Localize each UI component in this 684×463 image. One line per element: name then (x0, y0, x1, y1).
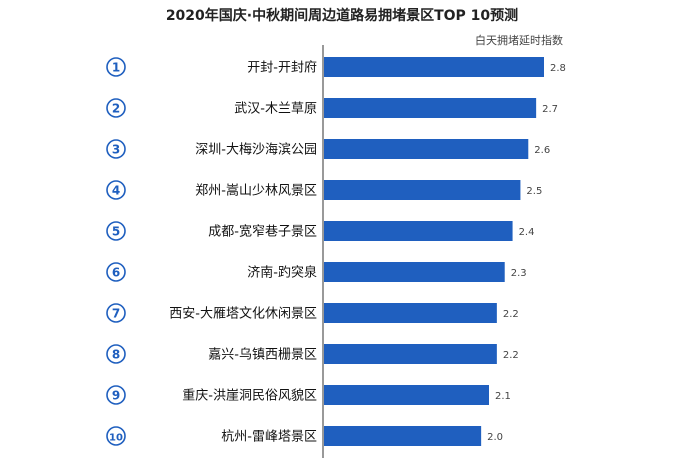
value-label: 2.0 (487, 432, 503, 443)
rank-badge-circle (106, 221, 126, 241)
rank-number: 10 (109, 433, 123, 444)
rank-badge-circle (106, 426, 126, 446)
chart-subtitle: 白天拥堵延时指数 (475, 33, 563, 47)
bar (324, 262, 505, 282)
bar (324, 303, 497, 323)
rank-number: 5 (112, 225, 120, 239)
value-label: 2.7 (542, 104, 558, 115)
value-label: 2.2 (503, 309, 519, 320)
category-label: 杭州-雷峰塔景区 (221, 430, 317, 445)
rank-badge-circle (106, 344, 126, 364)
bar (324, 180, 521, 200)
chart-title: 2020年国庆·中秋期间周边道路易拥堵景区TOP 10预测 (166, 7, 518, 24)
value-label: 2.3 (511, 268, 527, 279)
rank-number: 9 (112, 389, 120, 403)
bar (324, 221, 513, 241)
bar (324, 385, 489, 405)
rank-badge-circle (106, 180, 126, 200)
rank-badge-circle (106, 262, 126, 282)
rank-badge-circle (106, 139, 126, 159)
rank-number: 2 (112, 102, 120, 116)
value-label: 2.1 (495, 391, 511, 402)
rank-number: 1 (112, 61, 120, 75)
rank-number: 3 (112, 143, 120, 157)
bar (324, 98, 537, 118)
rank-badge-circle (106, 303, 126, 323)
category-label: 深圳-大梅沙海滨公园 (195, 142, 317, 158)
category-label: 西安-大雁塔文化休闲景区 (169, 307, 317, 322)
category-label: 郑州-嵩山少林风景区 (195, 184, 317, 199)
rank-badge-circle (106, 57, 126, 77)
bar (324, 426, 482, 446)
value-label: 2.8 (550, 63, 566, 74)
category-label: 嘉兴-乌镇西栅景区 (208, 347, 317, 363)
rank-number: 8 (112, 348, 120, 362)
rank-badge-circle (106, 98, 126, 118)
rank-badge-circle (106, 385, 126, 405)
category-label: 济南-趵突泉 (247, 265, 317, 281)
category-label: 成都-宽窄巷子景区 (208, 224, 317, 240)
category-label: 开封-开封府 (247, 61, 317, 76)
bar (324, 57, 544, 77)
rank-number: 4 (112, 184, 120, 198)
value-label: 2.4 (519, 227, 535, 238)
category-label: 武汉-木兰草原 (234, 102, 317, 117)
value-label: 2.5 (526, 186, 542, 197)
rank-number: 7 (112, 307, 120, 321)
category-label: 重庆-洪崖洞民俗风貌区 (182, 388, 317, 404)
rank-number: 6 (112, 266, 120, 280)
value-label: 2.6 (534, 145, 550, 156)
bar-rows: 1 开封-开封府 2.8 2 武汉-木兰草原 2.7 3 深圳-大梅沙海滨公园 2.6 4 郑州-嵩… (106, 45, 566, 458)
bar (324, 139, 529, 159)
bar (324, 344, 497, 364)
value-label: 2.2 (503, 350, 519, 361)
